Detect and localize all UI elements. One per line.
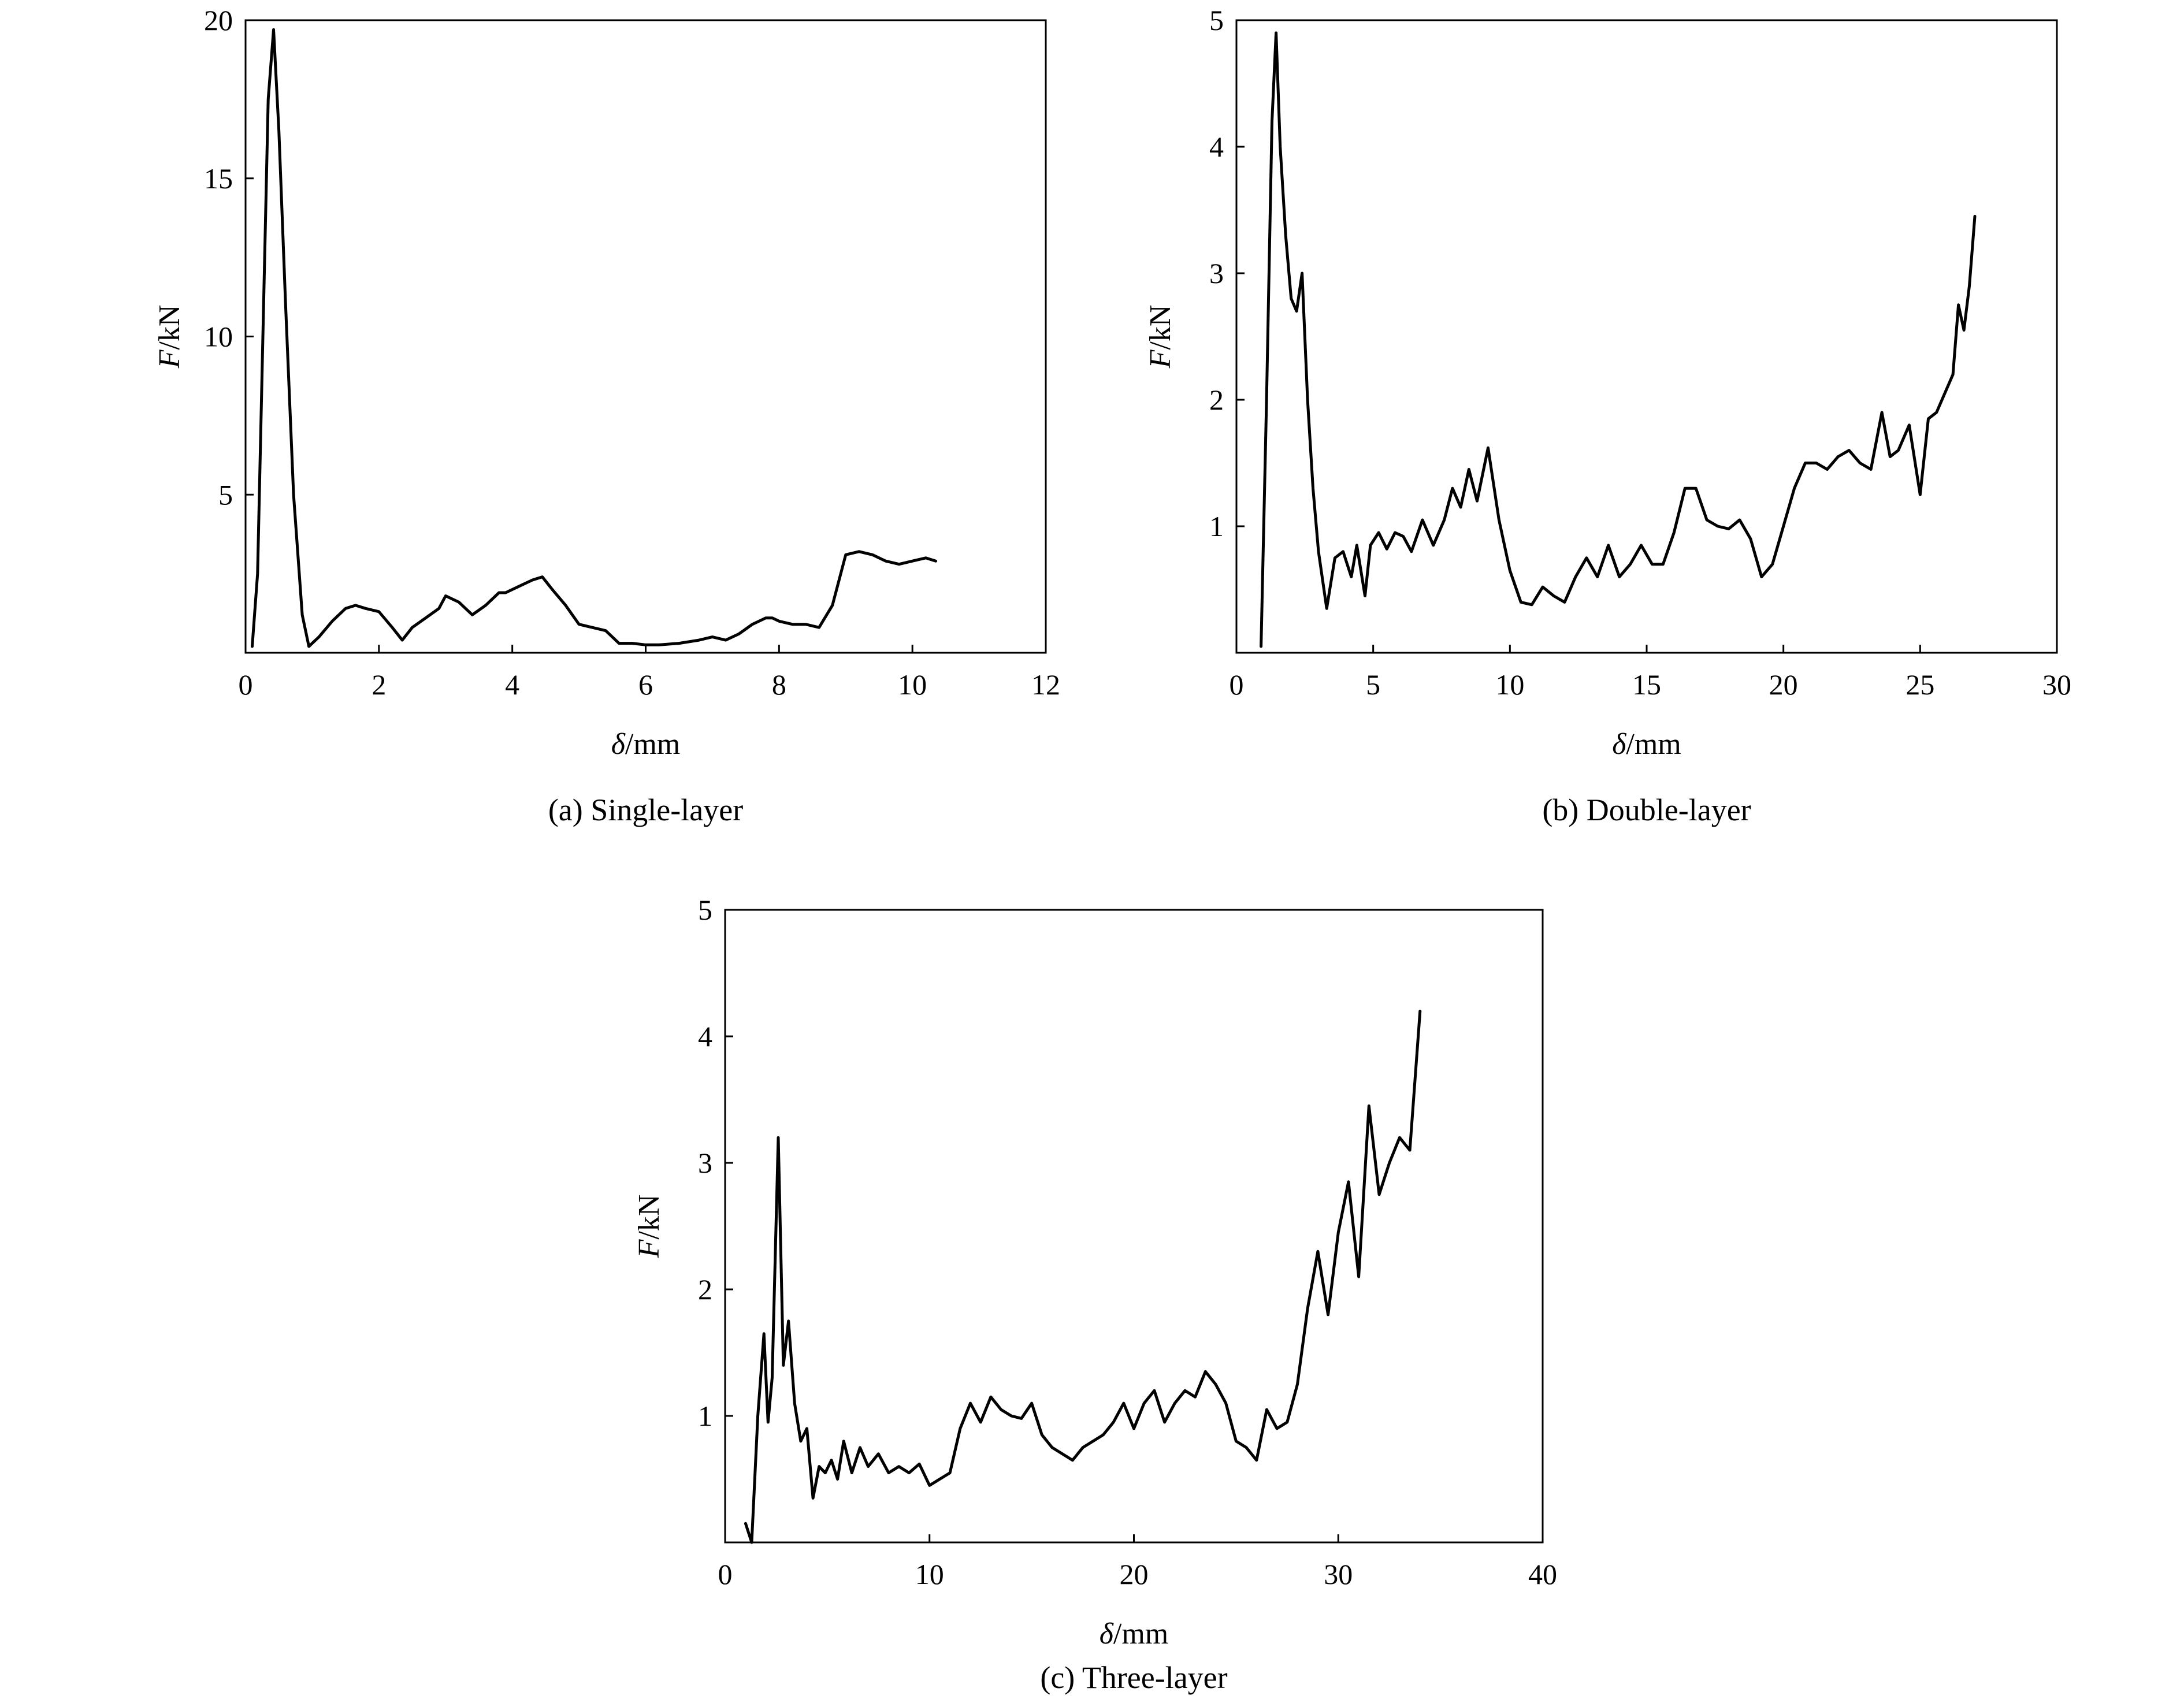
y-tick-label: 1 xyxy=(698,1400,712,1432)
x-tick-label: 20 xyxy=(1769,668,1798,701)
y-tick-label: 3 xyxy=(1209,257,1224,289)
y-tick-label: 3 xyxy=(698,1147,712,1179)
y-axis-unit: /kN xyxy=(153,305,186,350)
y-axis-title: F/kN xyxy=(1144,305,1177,369)
x-axis-unit: /mm xyxy=(1626,728,1681,761)
x-tick-label: 25 xyxy=(1906,668,1934,701)
x-tick-label: 10 xyxy=(1495,668,1524,701)
y-tick-label: 2 xyxy=(1209,384,1224,416)
y-axis-symbol: F xyxy=(633,1239,666,1258)
x-tick-label: 8 xyxy=(772,668,786,701)
x-tick-label: 0 xyxy=(1230,668,1244,701)
y-axis-symbol: F xyxy=(1144,349,1177,369)
x-tick-label: 15 xyxy=(1632,668,1661,701)
x-tick-label: 30 xyxy=(2042,668,2071,701)
y-tick-label: 15 xyxy=(204,162,233,195)
panel-caption: (c) Three-layer xyxy=(1040,1660,1227,1695)
y-tick-label: 4 xyxy=(698,1020,712,1053)
x-tick-label: 2 xyxy=(372,668,386,701)
x-tick-label: 0 xyxy=(718,1558,733,1590)
y-axis-symbol: F xyxy=(153,349,186,369)
x-tick-label: 5 xyxy=(1366,668,1380,701)
x-axis-symbol: δ xyxy=(1612,728,1626,761)
panel-three-layer: 0 10 20 30 40 1 2 3 4 5 δ/mm F/kN (c) Three-layer xyxy=(633,894,1557,1695)
panel-caption: (a) Single-layer xyxy=(548,793,743,827)
x-tick-label: 20 xyxy=(1120,1558,1149,1590)
y-axis-unit: /kN xyxy=(1144,305,1177,350)
x-tick-label: 10 xyxy=(915,1558,944,1590)
x-axis-title: δ/mm xyxy=(611,728,681,761)
plot-frame xyxy=(724,909,1544,1544)
x-tick-label: 40 xyxy=(1528,1558,1557,1590)
x-tick-label: 12 xyxy=(1031,668,1060,701)
y-tick-label: 5 xyxy=(1209,4,1224,36)
y-tick-label: 4 xyxy=(1209,131,1224,163)
x-axis-title: δ/mm xyxy=(1612,728,1681,761)
x-axis-unit: /mm xyxy=(625,728,680,761)
force-displacement-curve xyxy=(251,28,938,648)
force-displacement-curve xyxy=(1260,31,1977,648)
y-tick-label: 5 xyxy=(698,894,712,926)
panel-double-layer: 0 5 10 15 20 25 30 1 2 3 4 5 δ/mm F/kN (b) Double-laye… xyxy=(1144,4,2071,827)
y-tick-label: 1 xyxy=(1209,510,1224,542)
y-tick-label: 2 xyxy=(698,1273,712,1306)
y-axis-title: F/kN xyxy=(153,305,186,369)
y-tick-label: 10 xyxy=(204,321,233,353)
x-axis-symbol: δ xyxy=(611,728,626,761)
x-tick-label: 0 xyxy=(239,668,253,701)
y-axis-title: F/kN xyxy=(633,1195,666,1259)
y-tick-label: 20 xyxy=(204,4,233,36)
x-axis-title: δ/mm xyxy=(1100,1618,1169,1650)
panel-single-layer: 0 2 4 6 8 10 12 5 10 15 20 δ/mm F/kN (a) Single-layer xyxy=(153,4,1060,827)
force-displacement-curve xyxy=(744,1009,1422,1544)
y-tick-label: 5 xyxy=(218,478,233,511)
x-axis-symbol: δ xyxy=(1100,1618,1114,1650)
x-tick-label: 4 xyxy=(505,668,519,701)
panel-caption: (b) Double-layer xyxy=(1542,793,1751,827)
x-tick-label: 30 xyxy=(1324,1558,1353,1590)
x-axis-unit: /mm xyxy=(1113,1618,1168,1650)
x-tick-label: 10 xyxy=(898,668,927,701)
x-tick-label: 6 xyxy=(638,668,653,701)
y-axis-unit: /kN xyxy=(633,1195,666,1240)
